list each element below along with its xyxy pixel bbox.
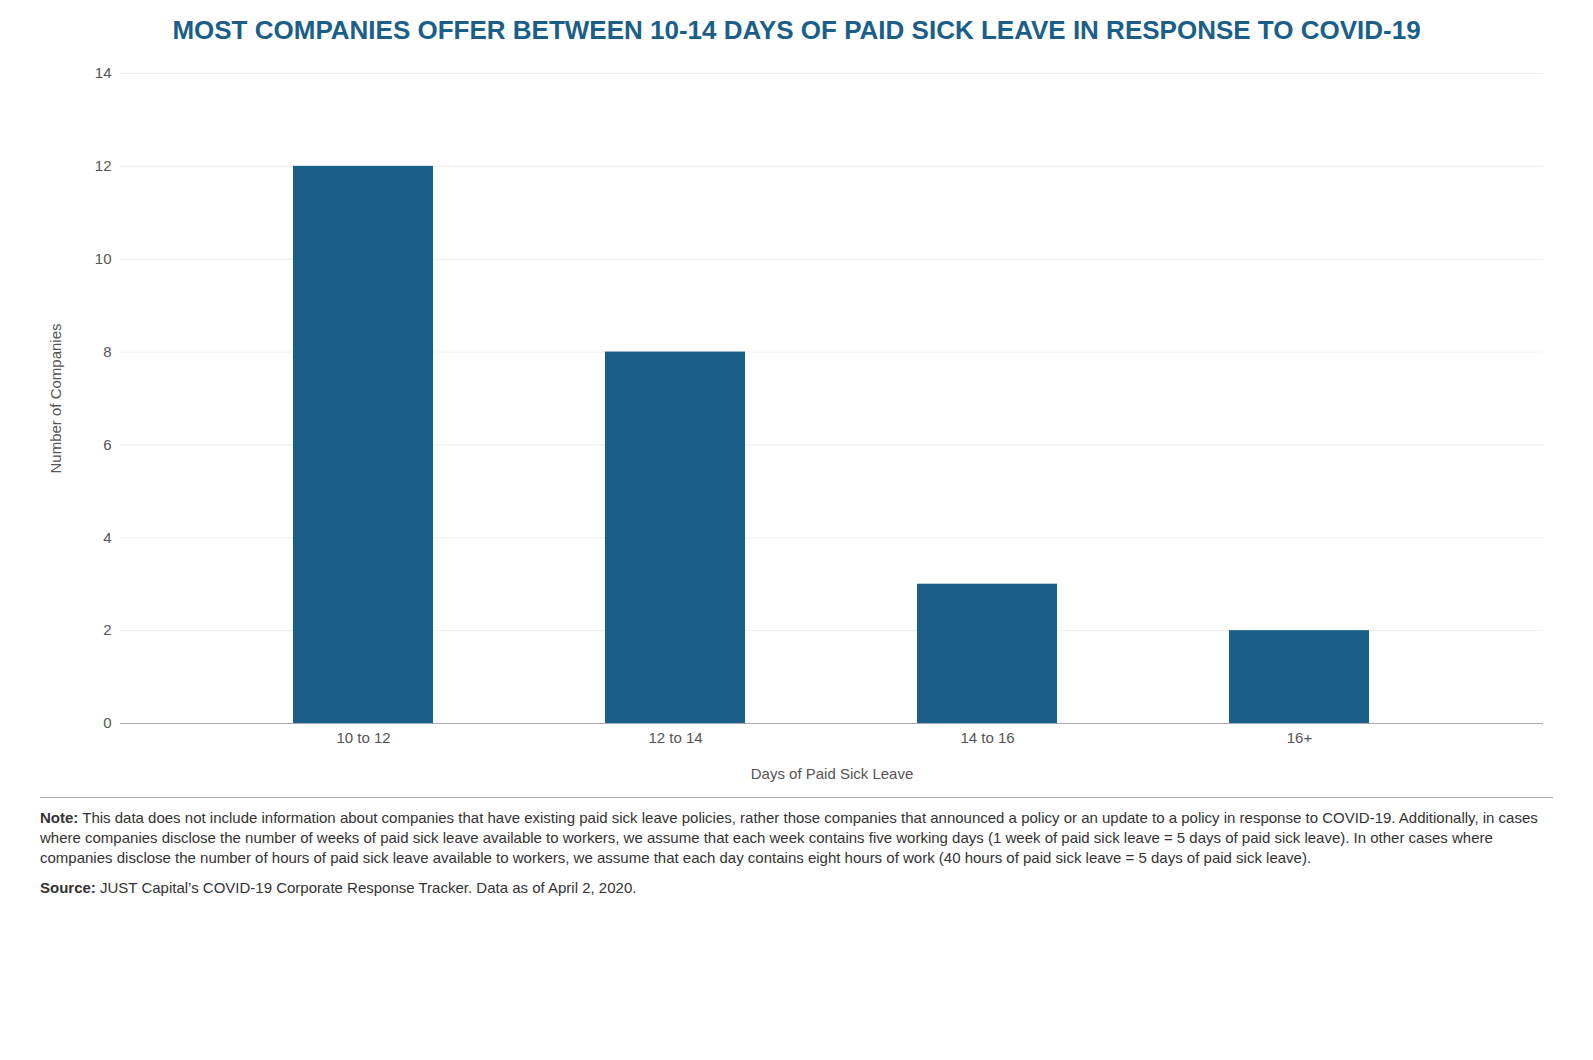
html-text:Note: This data does not inclu: Note: This data does not include informa… [40,808,1538,866]
html-text:MOST COMPANIES OFFER BETWEEN 1: MOST COMPANIES OFFER BETWEEN 10-14 DAYS … [172,15,1421,45]
svg-text:8: 8 [103,342,111,359]
svg-text:14 to 16: 14 to 16 [960,729,1014,746]
svg-text:10 to 12: 10 to 12 [336,729,390,746]
svg-text:10: 10 [95,250,112,267]
svg-text:6: 6 [103,435,111,452]
svg-text:Number of Companies: Number of Companies [47,323,64,473]
svg-text:16+: 16+ [1287,729,1313,746]
html-text:Source: JUST Capital’s COVID-1: Source: JUST Capital’s COVID-19 Corporat… [40,879,637,897]
svg-text:0: 0 [103,714,111,731]
svg-text:14: 14 [95,64,112,81]
svg-text:12: 12 [95,157,112,174]
svg-text:4: 4 [103,528,111,545]
svg-text:Days of Paid Sick Leave: Days of Paid Sick Leave [751,764,914,781]
svg-text:12 to 14: 12 to 14 [648,729,702,746]
svg-text:2: 2 [103,621,111,638]
